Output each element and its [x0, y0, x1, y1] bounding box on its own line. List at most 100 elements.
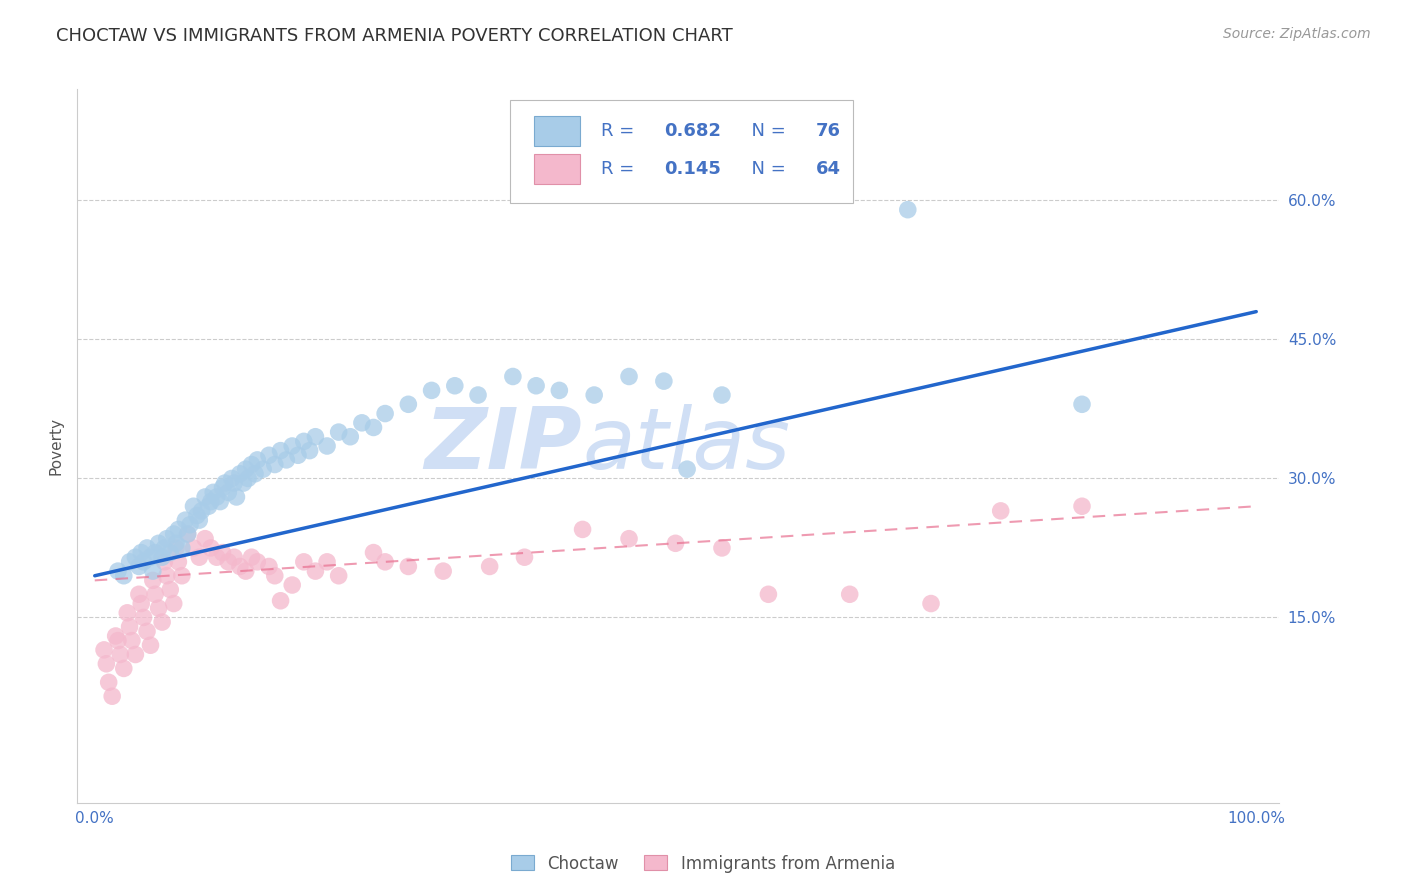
Point — [139, 638, 162, 652]
Point — [363, 545, 385, 559]
Point — [170, 568, 193, 582]
Point — [664, 536, 686, 550]
Point — [159, 582, 181, 597]
Point — [524, 378, 547, 392]
Point — [110, 648, 132, 662]
Point — [148, 536, 170, 550]
Point — [148, 601, 170, 615]
Point — [246, 453, 269, 467]
Point — [132, 555, 155, 569]
Point — [101, 690, 124, 704]
Point — [467, 388, 489, 402]
Point — [224, 476, 246, 491]
Point — [128, 587, 150, 601]
Point — [117, 606, 139, 620]
Point — [246, 555, 269, 569]
Point — [617, 369, 640, 384]
Point — [263, 568, 285, 582]
Point — [174, 513, 197, 527]
Point — [136, 541, 159, 555]
Point — [281, 439, 304, 453]
Text: R =: R = — [602, 161, 641, 178]
Point — [156, 532, 179, 546]
Point — [176, 527, 198, 541]
Point — [124, 648, 146, 662]
Point — [328, 568, 350, 582]
Point — [194, 490, 217, 504]
Point — [209, 494, 232, 508]
Text: N =: N = — [740, 161, 792, 178]
Point — [328, 425, 350, 439]
Point — [281, 578, 304, 592]
Point — [571, 523, 593, 537]
Point — [165, 536, 187, 550]
Point — [179, 517, 201, 532]
Point — [920, 597, 942, 611]
Point — [202, 485, 225, 500]
Point — [838, 587, 860, 601]
Point — [652, 374, 675, 388]
Text: R =: R = — [602, 122, 641, 140]
Point — [183, 500, 205, 514]
Point — [316, 555, 339, 569]
Point — [339, 430, 361, 444]
Point — [396, 397, 419, 411]
Point — [513, 550, 536, 565]
Point — [292, 555, 315, 569]
Point — [232, 476, 254, 491]
Point — [167, 523, 190, 537]
Point — [270, 594, 292, 608]
Text: CHOCTAW VS IMMIGRANTS FROM ARMENIA POVERTY CORRELATION CHART: CHOCTAW VS IMMIGRANTS FROM ARMENIA POVER… — [56, 27, 733, 45]
Point — [263, 458, 285, 472]
Point — [93, 643, 115, 657]
Point — [139, 550, 162, 565]
Text: 0.145: 0.145 — [664, 161, 721, 178]
Point — [224, 550, 246, 565]
Point — [432, 564, 454, 578]
Point — [252, 462, 274, 476]
Point — [217, 485, 239, 500]
Point — [257, 448, 280, 462]
Point — [583, 388, 606, 402]
Point — [617, 532, 640, 546]
Point — [163, 527, 186, 541]
Point — [97, 675, 120, 690]
Point — [240, 550, 263, 565]
Point — [150, 550, 173, 565]
Point — [121, 633, 143, 648]
FancyBboxPatch shape — [534, 116, 579, 146]
FancyBboxPatch shape — [534, 154, 579, 184]
Point — [165, 541, 187, 555]
Point — [159, 545, 181, 559]
Point — [758, 587, 780, 601]
Point — [304, 564, 326, 578]
Point — [235, 462, 257, 476]
Text: 0.682: 0.682 — [664, 122, 721, 140]
Point — [129, 597, 152, 611]
Point — [170, 541, 193, 555]
Point — [1071, 397, 1094, 411]
Point — [167, 555, 190, 569]
Text: 64: 64 — [815, 161, 841, 178]
Point — [183, 541, 205, 555]
Point — [270, 443, 292, 458]
Point — [142, 564, 165, 578]
Point — [107, 564, 129, 578]
Point — [153, 555, 176, 569]
Point — [194, 532, 217, 546]
Y-axis label: Poverty: Poverty — [48, 417, 63, 475]
Point — [176, 527, 198, 541]
Point — [420, 384, 443, 398]
Point — [150, 615, 173, 629]
Text: 76: 76 — [815, 122, 841, 140]
Point — [112, 568, 135, 582]
Point — [236, 471, 259, 485]
Point — [225, 490, 247, 504]
Point — [124, 550, 146, 565]
Point — [990, 504, 1012, 518]
Point — [186, 508, 208, 523]
Point — [502, 369, 524, 384]
Point — [287, 448, 309, 462]
Text: Source: ZipAtlas.com: Source: ZipAtlas.com — [1223, 27, 1371, 41]
Point — [243, 467, 266, 481]
